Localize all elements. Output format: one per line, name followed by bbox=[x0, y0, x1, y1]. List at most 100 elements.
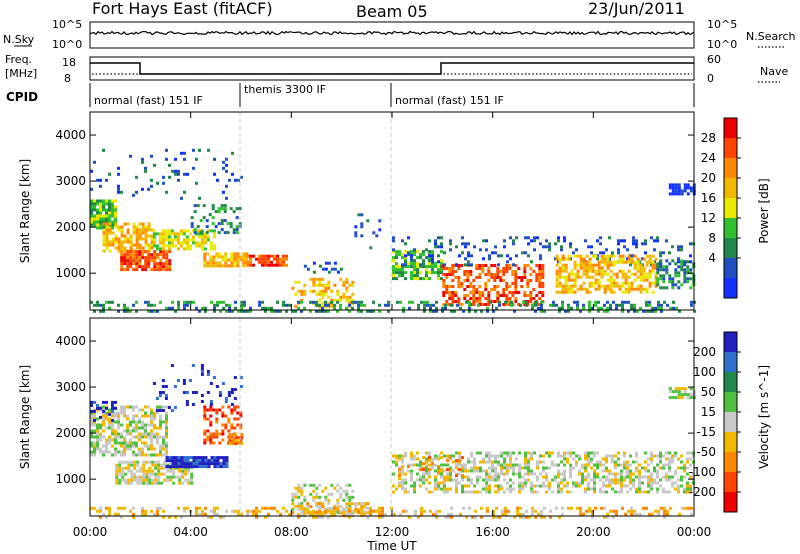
power-cell bbox=[205, 225, 209, 229]
velocity-cell bbox=[476, 490, 479, 494]
velocity-cell bbox=[213, 512, 216, 516]
power-cell bbox=[108, 228, 112, 232]
power-cell bbox=[662, 268, 666, 272]
velocity-cell bbox=[187, 466, 191, 470]
power-cell bbox=[505, 270, 509, 273]
velocity-cell bbox=[234, 433, 238, 437]
velocity-cell bbox=[130, 472, 134, 476]
velocity-cell bbox=[90, 441, 93, 445]
power-cell bbox=[600, 257, 604, 261]
power-cell bbox=[587, 245, 590, 249]
velocity-cell bbox=[215, 411, 219, 415]
power-cell bbox=[324, 309, 327, 313]
power-cell bbox=[558, 290, 562, 294]
power-cell bbox=[318, 303, 321, 307]
velocity-cell bbox=[147, 453, 150, 457]
colorbar-tick-label: 20 bbox=[701, 171, 716, 185]
velocity-cell bbox=[582, 512, 585, 516]
velocity-cell bbox=[153, 414, 156, 418]
power-cell bbox=[461, 251, 464, 255]
power-cell bbox=[680, 245, 683, 249]
power-cell bbox=[404, 265, 407, 269]
power-cell bbox=[693, 309, 696, 313]
power-cell bbox=[197, 241, 201, 245]
velocity-cell bbox=[318, 512, 321, 516]
velocity-cell bbox=[683, 475, 686, 479]
power-cell bbox=[659, 265, 663, 269]
velocity-cell bbox=[111, 414, 114, 418]
velocity-cell bbox=[617, 472, 620, 476]
velocity-cell bbox=[162, 515, 165, 519]
velocity-cell bbox=[557, 469, 560, 473]
power-cell bbox=[530, 260, 533, 264]
velocity-cell bbox=[540, 515, 543, 519]
power-cell bbox=[651, 269, 655, 273]
power-cell bbox=[147, 262, 151, 266]
velocity-cell bbox=[536, 484, 539, 488]
power-cell bbox=[396, 300, 399, 304]
velocity-cell bbox=[635, 475, 638, 479]
power-cell bbox=[285, 263, 288, 267]
velocity-cell bbox=[530, 481, 533, 485]
power-cell bbox=[656, 239, 659, 243]
power-cell bbox=[558, 272, 562, 276]
velocity-cell bbox=[509, 466, 512, 470]
velocity-cell bbox=[93, 441, 96, 445]
power-cell bbox=[677, 189, 681, 193]
velocity-cell bbox=[96, 403, 99, 407]
power-cell bbox=[597, 266, 601, 270]
power-cell bbox=[225, 157, 228, 161]
velocity-cell bbox=[105, 447, 108, 451]
velocity-cell bbox=[530, 472, 533, 476]
velocity-cell bbox=[99, 432, 102, 436]
power-cell bbox=[456, 303, 459, 307]
velocity-cell bbox=[165, 414, 168, 418]
power-cell bbox=[417, 306, 420, 310]
power-cell bbox=[680, 268, 684, 272]
power-cell bbox=[144, 265, 148, 269]
power-cell bbox=[538, 276, 542, 279]
velocity-cell bbox=[187, 469, 191, 473]
velocity-cell bbox=[584, 457, 587, 461]
velocity-cell bbox=[668, 460, 671, 464]
power-cell bbox=[267, 257, 270, 261]
velocity-cell bbox=[227, 391, 231, 394]
velocity-cell bbox=[503, 457, 506, 461]
velocity-cell bbox=[222, 456, 226, 460]
power-cell bbox=[108, 211, 111, 215]
velocity-cell bbox=[461, 469, 464, 473]
power-cell bbox=[135, 246, 139, 250]
velocity-cell bbox=[653, 466, 656, 470]
velocity-cell bbox=[470, 490, 473, 494]
power-cell bbox=[539, 242, 542, 246]
velocity-cell bbox=[158, 409, 162, 412]
power-cell bbox=[212, 244, 216, 248]
power-cell bbox=[345, 295, 349, 299]
velocity-cell bbox=[392, 490, 395, 494]
power-cell bbox=[366, 309, 369, 313]
velocity-cell bbox=[587, 463, 590, 467]
colorbar-swatch bbox=[724, 198, 737, 219]
freq-trace bbox=[90, 62, 694, 75]
power-cell bbox=[161, 238, 165, 242]
power-cell bbox=[600, 306, 603, 310]
velocity-cell bbox=[665, 475, 668, 479]
velocity-cell bbox=[236, 405, 240, 409]
power-cell bbox=[198, 309, 201, 313]
velocity-cell bbox=[115, 478, 119, 482]
power-cell bbox=[557, 236, 560, 240]
power-cell bbox=[190, 216, 194, 220]
power-cell bbox=[561, 254, 565, 258]
nsearch-tick-bottom: 10^0 bbox=[707, 38, 737, 51]
velocity-cell bbox=[689, 490, 692, 494]
velocity-cell bbox=[432, 512, 435, 516]
velocity-cell bbox=[689, 484, 692, 488]
velocity-cell bbox=[133, 475, 137, 479]
colorbar-tick-label: -100 bbox=[689, 465, 716, 479]
power-cell bbox=[168, 265, 172, 269]
power-cell bbox=[455, 245, 458, 249]
velocity-cell bbox=[169, 469, 173, 473]
power-cell bbox=[648, 303, 651, 307]
velocity-cell bbox=[111, 453, 114, 457]
velocity-cell bbox=[479, 475, 482, 479]
